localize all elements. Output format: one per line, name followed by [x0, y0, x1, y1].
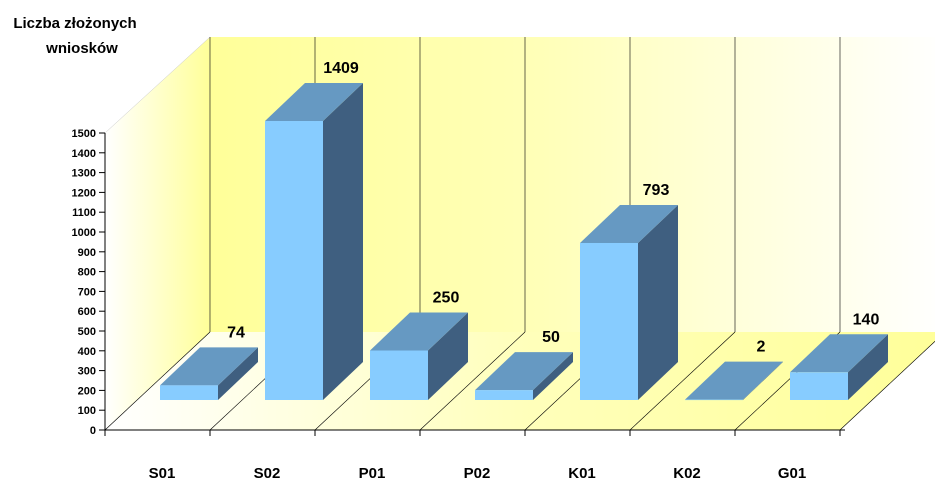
bar-front-face: [265, 121, 323, 400]
floor-gridline: [419, 331, 526, 431]
y-axis-title-line-2: wniosków: [45, 40, 118, 57]
y-tick-label: 1200: [72, 187, 96, 199]
floor-gridline: [839, 340, 935, 431]
bar-side-face: [848, 334, 888, 400]
axes: 0 100 200 300 400 500 600 700 800 900 1000 1100 1200…: [72, 128, 845, 437]
bar-side-face: [323, 83, 363, 400]
bar-front-face: [790, 372, 848, 400]
data-label-s02: 1409: [323, 60, 359, 77]
bar-front-face: [685, 399, 743, 401]
bar-s01: [160, 347, 258, 400]
y-tick-label: 1100: [72, 207, 96, 219]
x-tick-label-s01: S01: [149, 465, 176, 482]
data-label-p01: 250: [433, 290, 460, 307]
bar-g01: [790, 334, 888, 400]
bar-top-face: [790, 334, 888, 373]
bar-side-face: [533, 352, 573, 400]
bar-p02: [475, 352, 573, 400]
x-tick-label-p01: P01: [359, 465, 386, 482]
x-tick-label-p02: P02: [464, 465, 491, 482]
bars: [160, 83, 888, 401]
bar-k01: [580, 204, 678, 400]
floor-gridline: [104, 331, 211, 431]
bar-top-face: [265, 83, 363, 122]
bar-side-face: [743, 361, 783, 400]
data-label-s01: 74: [227, 324, 245, 341]
y-tick-label: 1400: [72, 148, 96, 160]
y-tick-label: 500: [78, 326, 96, 338]
bar-top-face: [685, 361, 783, 400]
bar-top-face: [160, 347, 258, 386]
x-tick-label-g01: G01: [778, 465, 806, 482]
y-tick-label: 400: [78, 346, 96, 358]
bar-s02: [265, 83, 363, 400]
bar-top-face: [580, 204, 678, 243]
bar-side-face: [428, 312, 468, 400]
labels: 74 S01 1409 S02 250 P01 50 P02 793 K01 2 K02 140 G01: [149, 60, 880, 482]
bar-p01: [370, 312, 468, 400]
data-label-k01: 793: [643, 182, 670, 199]
data-label-p02: 50: [542, 329, 560, 346]
y-tick-label: 900: [78, 247, 96, 259]
y-tick-label: 700: [78, 286, 96, 298]
floor-gridline: [629, 331, 736, 431]
bar-front-face: [160, 385, 218, 400]
y-tick-label: 0: [90, 425, 96, 437]
x-tick-label-k02: K02: [673, 465, 701, 482]
gridlines: [104, 37, 935, 431]
y-tick-label: 1500: [72, 128, 96, 140]
back-wall: [210, 37, 935, 332]
y-tick-label: 200: [78, 385, 96, 397]
y-tick-label: 300: [78, 366, 96, 378]
data-label-g01: 140: [853, 311, 880, 328]
bar-top-face: [475, 352, 573, 391]
bar-side-face: [218, 347, 258, 400]
x-tick-label-k01: K01: [568, 465, 596, 482]
y-tick-label: 1300: [72, 168, 96, 180]
bar-k02: [685, 361, 783, 401]
bar-side-face: [638, 204, 678, 400]
y-tick-label: 800: [78, 267, 96, 279]
bar-top-face: [370, 312, 468, 351]
data-label-k02: 2: [757, 339, 766, 356]
bar-front-face: [580, 242, 638, 400]
x-tick-label-s02: S02: [254, 465, 281, 482]
bar-front-face: [475, 390, 533, 400]
bar-front-face: [370, 350, 428, 400]
y-axis-title-line-1: Liczba złożonych: [13, 15, 136, 32]
y-tick-label: 1000: [72, 227, 96, 239]
y-tick-label: 100: [78, 405, 96, 417]
y-tick-label: 600: [78, 306, 96, 318]
